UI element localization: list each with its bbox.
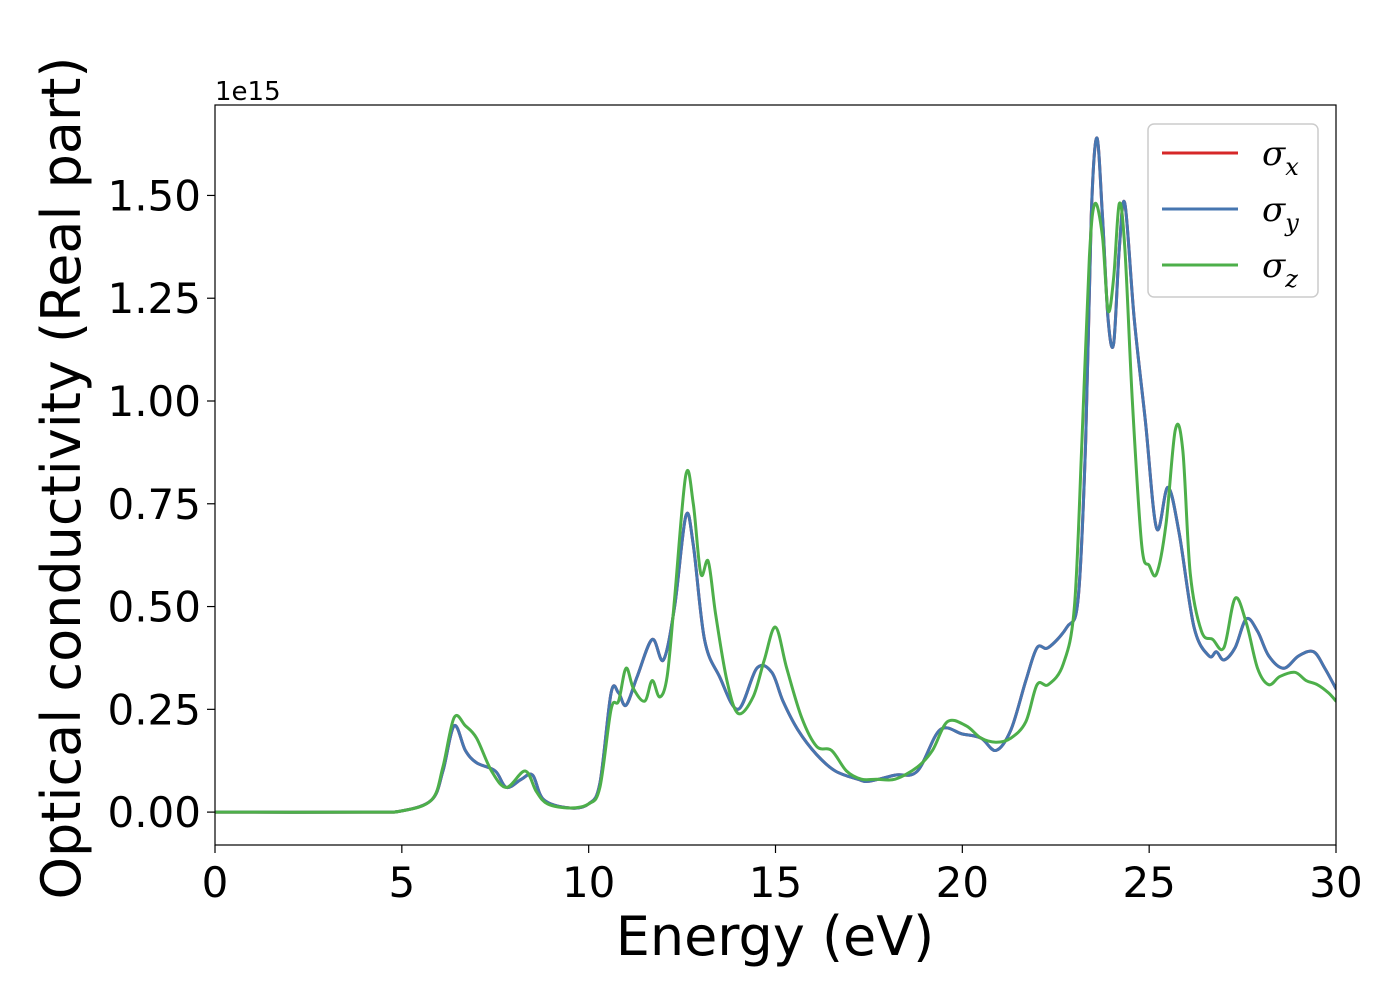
y-tick-label: 1.25 [107, 274, 201, 323]
y-tick-label: 0.50 [107, 583, 201, 632]
x-tick-label: 15 [749, 858, 802, 907]
legend-subscript: z [1284, 265, 1298, 293]
y-tick-label: 0.00 [107, 788, 201, 837]
x-tick-label: 0 [202, 858, 229, 907]
y-axis-ticks: 0.00 0.25 0.50 0.75 1.00 1.25 1.50 [107, 171, 215, 837]
series-line-z [215, 201, 1336, 814]
x-tick-label: 10 [562, 858, 615, 907]
x-tick-label: 5 [388, 858, 415, 907]
x-axis-ticks: 0 5 10 15 20 25 30 [202, 845, 1363, 907]
y-tick-label: 0.25 [107, 685, 201, 734]
series-group [215, 136, 1336, 814]
x-axis-title: Energy (eV) [616, 905, 935, 968]
x-tick-label: 25 [1122, 858, 1175, 907]
x-tick-label: 30 [1309, 858, 1362, 907]
x-tick-label: 20 [936, 858, 989, 907]
y-tick-label: 0.75 [107, 480, 201, 529]
y-axis-title: Optical conductivity (Real part) [30, 57, 93, 900]
legend-subscript: x [1285, 153, 1299, 181]
y-offset-label: 1e15 [215, 77, 281, 107]
y-tick-label: 1.00 [107, 377, 201, 426]
y-tick-label: 1.50 [107, 171, 201, 220]
legend-subscript: y [1284, 209, 1299, 237]
